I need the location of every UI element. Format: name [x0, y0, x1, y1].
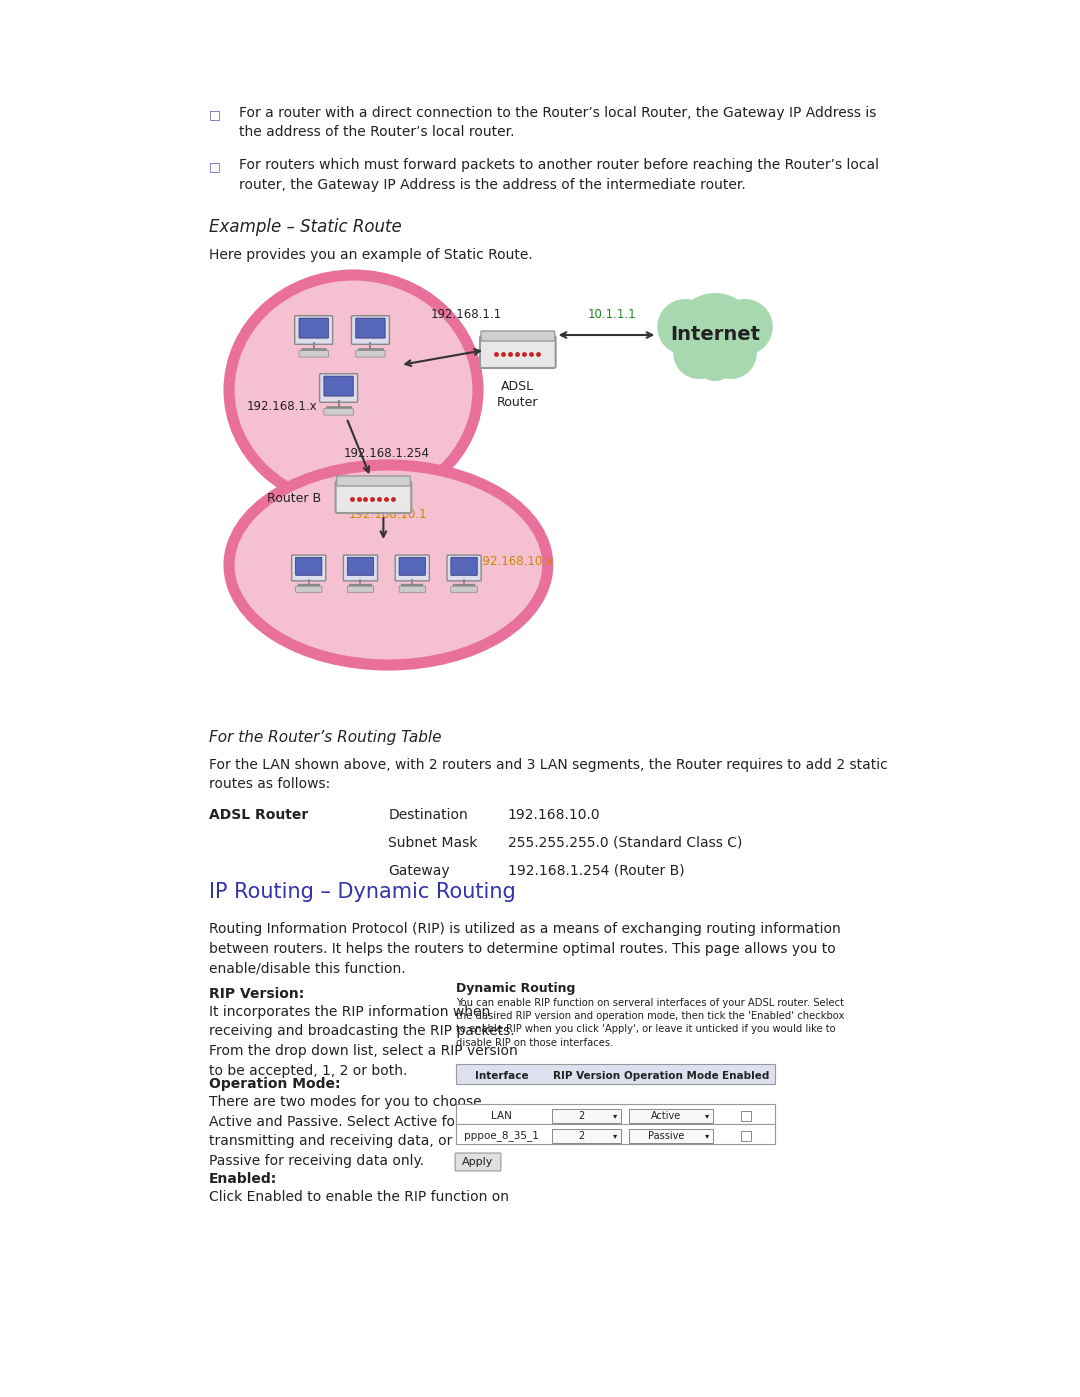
FancyBboxPatch shape — [324, 408, 353, 415]
FancyBboxPatch shape — [320, 374, 357, 402]
Text: Gateway: Gateway — [389, 863, 450, 877]
Text: Operation Mode:: Operation Mode: — [210, 1077, 340, 1091]
FancyBboxPatch shape — [296, 587, 322, 592]
Text: RIP Version: RIP Version — [553, 1071, 620, 1081]
Circle shape — [717, 299, 773, 355]
Text: ADSL Router: ADSL Router — [210, 807, 309, 821]
Text: LAN: LAN — [491, 1111, 512, 1120]
Text: 2: 2 — [579, 1111, 584, 1120]
FancyBboxPatch shape — [295, 316, 333, 344]
Text: For a router with a direct connection to the Router’s local Router, the Gateway : For a router with a direct connection to… — [239, 106, 876, 140]
FancyBboxPatch shape — [456, 1065, 774, 1084]
FancyBboxPatch shape — [299, 319, 328, 338]
Text: For the LAN shown above, with 2 routers and 3 LAN segments, the Router requires : For the LAN shown above, with 2 routers … — [210, 759, 888, 792]
Text: ▾: ▾ — [613, 1112, 618, 1120]
Text: 2: 2 — [579, 1132, 584, 1141]
FancyBboxPatch shape — [480, 337, 556, 367]
Circle shape — [705, 327, 757, 379]
FancyBboxPatch shape — [450, 557, 477, 576]
FancyBboxPatch shape — [741, 1111, 751, 1120]
FancyBboxPatch shape — [450, 587, 477, 592]
Text: Apply: Apply — [462, 1157, 494, 1166]
FancyBboxPatch shape — [400, 557, 426, 576]
FancyBboxPatch shape — [456, 1125, 774, 1144]
FancyBboxPatch shape — [456, 1104, 774, 1125]
FancyBboxPatch shape — [324, 376, 353, 397]
Text: 255.255.255.0 (Standard Class C): 255.255.255.0 (Standard Class C) — [508, 835, 742, 849]
Circle shape — [658, 299, 713, 355]
Text: 192.168.10.1: 192.168.10.1 — [349, 509, 427, 521]
Text: Routing Information Protocol (RIP) is utilized as a means of exchanging routing : Routing Information Protocol (RIP) is ut… — [210, 922, 841, 975]
FancyBboxPatch shape — [292, 555, 326, 581]
Text: □: □ — [210, 161, 221, 173]
Text: ADSL
Router: ADSL Router — [497, 380, 539, 409]
Text: For routers which must forward packets to another router before reaching the Rou: For routers which must forward packets t… — [239, 158, 879, 191]
Text: Operation Mode: Operation Mode — [624, 1071, 718, 1081]
FancyBboxPatch shape — [343, 555, 378, 581]
Text: Destination: Destination — [389, 807, 468, 821]
Text: You can enable RIP function on serveral interfaces of your ADSL router. Select
t: You can enable RIP function on serveral … — [456, 997, 845, 1048]
FancyBboxPatch shape — [348, 557, 374, 576]
Text: ▾: ▾ — [613, 1132, 618, 1140]
FancyBboxPatch shape — [296, 557, 322, 576]
FancyBboxPatch shape — [355, 319, 386, 338]
Text: Active: Active — [654, 1111, 687, 1120]
Text: Router B: Router B — [267, 492, 321, 504]
Text: Click Enabled to enable the RIP function on: Click Enabled to enable the RIP function… — [210, 1190, 509, 1204]
Text: Enabled: Enabled — [723, 1071, 770, 1081]
Text: Passive: Passive — [652, 1132, 690, 1141]
Text: 2: 2 — [583, 1132, 590, 1141]
Text: 192.168.1.254 (Router B): 192.168.1.254 (Router B) — [508, 863, 685, 877]
Text: Here provides you an example of Static Route.: Here provides you an example of Static R… — [210, 249, 532, 263]
FancyBboxPatch shape — [552, 1109, 621, 1123]
Circle shape — [693, 337, 737, 381]
Text: 192.168.1.254: 192.168.1.254 — [343, 447, 430, 460]
FancyBboxPatch shape — [337, 476, 410, 486]
Text: IP Routing – Dynamic Routing: IP Routing – Dynamic Routing — [210, 882, 516, 902]
Text: There are two modes for you to choose,
Active and Passive. Select Active for
tra: There are two modes for you to choose, A… — [210, 1095, 498, 1168]
Text: Interface: Interface — [475, 1071, 529, 1081]
Text: 192.168.1.1: 192.168.1.1 — [430, 307, 501, 321]
Text: Dynamic Routing: Dynamic Routing — [456, 982, 576, 995]
Text: 192.168.1.x: 192.168.1.x — [247, 400, 318, 414]
FancyBboxPatch shape — [447, 555, 481, 581]
FancyBboxPatch shape — [395, 555, 430, 581]
Text: ▾: ▾ — [705, 1132, 710, 1140]
Text: Subnet Mask: Subnet Mask — [389, 835, 477, 849]
FancyBboxPatch shape — [355, 351, 386, 358]
Text: Passive: Passive — [648, 1132, 685, 1141]
Text: Internet: Internet — [670, 326, 760, 345]
Text: Active: Active — [651, 1111, 681, 1120]
Text: pppoe_8_35_1: pppoe_8_35_1 — [464, 1130, 539, 1141]
Text: For the Router’s Routing Table: For the Router’s Routing Table — [210, 731, 442, 745]
FancyBboxPatch shape — [552, 1129, 621, 1143]
FancyBboxPatch shape — [400, 587, 426, 592]
Text: ▾: ▾ — [705, 1112, 710, 1120]
FancyBboxPatch shape — [481, 331, 555, 341]
Text: 2: 2 — [583, 1111, 590, 1120]
FancyBboxPatch shape — [348, 587, 374, 592]
FancyBboxPatch shape — [630, 1109, 713, 1123]
Text: □: □ — [210, 108, 221, 122]
FancyBboxPatch shape — [299, 351, 328, 358]
FancyBboxPatch shape — [741, 1132, 751, 1141]
FancyBboxPatch shape — [336, 481, 411, 513]
Ellipse shape — [229, 275, 478, 504]
Text: RIP Version:: RIP Version: — [210, 988, 305, 1002]
FancyBboxPatch shape — [351, 316, 390, 344]
Circle shape — [673, 327, 725, 379]
Text: It incorporates the RIP information when
receiving and broadcasting the RIP pack: It incorporates the RIP information when… — [210, 1004, 518, 1077]
Text: 192.168.10.x: 192.168.10.x — [476, 555, 554, 569]
FancyBboxPatch shape — [455, 1153, 501, 1171]
Text: Example – Static Route: Example – Static Route — [210, 218, 402, 236]
Text: 192.168.10.0: 192.168.10.0 — [508, 807, 600, 821]
Circle shape — [673, 293, 757, 377]
FancyBboxPatch shape — [630, 1129, 713, 1143]
Text: 10.1.1.1: 10.1.1.1 — [588, 307, 636, 321]
Ellipse shape — [229, 465, 548, 665]
Text: Enabled:: Enabled: — [210, 1172, 278, 1186]
